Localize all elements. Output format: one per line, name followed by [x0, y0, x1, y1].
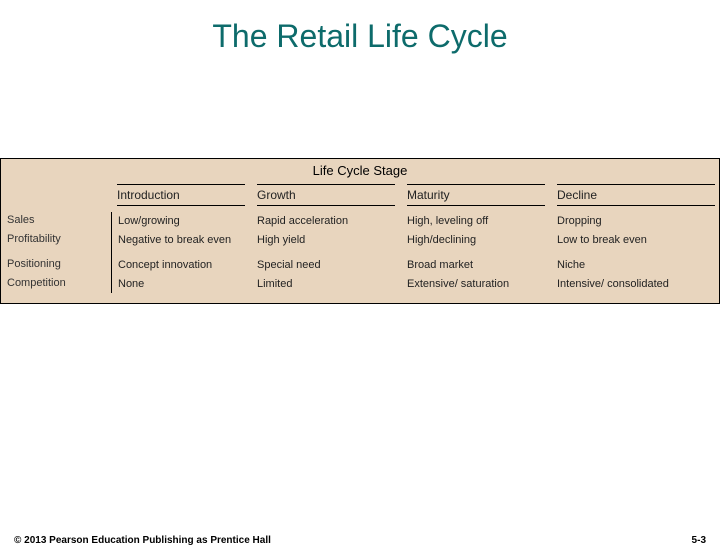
slide-footer: © 2013 Pearson Education Publishing as P…	[14, 535, 706, 546]
lifecycle-table: Life Cycle Stage Introduction Growth Mat…	[0, 158, 720, 304]
table-heading: Life Cycle Stage	[1, 159, 719, 180]
cell-sales-introduction: Low/growing	[111, 212, 251, 231]
col-maturity: Maturity	[401, 180, 551, 210]
cell-positioning-decline: Niche	[551, 256, 720, 275]
page-number: 5-3	[692, 535, 706, 546]
row-label-competition: Competition	[1, 275, 111, 294]
slide-title: The Retail Life Cycle	[0, 18, 720, 55]
cell-competition-growth: Limited	[251, 275, 401, 294]
col-growth: Growth	[251, 180, 401, 210]
table-row: Positioning Concept innovation Special n…	[1, 256, 719, 275]
col-introduction-label: Introduction	[117, 184, 245, 206]
cell-positioning-maturity: Broad market	[401, 256, 551, 275]
cell-profitability-decline: Low to break even	[551, 231, 720, 250]
col-introduction: Introduction	[111, 180, 251, 210]
row-label-sales: Sales	[1, 212, 111, 231]
cell-profitability-growth: High yield	[251, 231, 401, 250]
cell-profitability-introduction: Negative to break even	[111, 231, 251, 250]
col-growth-label: Growth	[257, 184, 395, 206]
cell-positioning-growth: Special need	[251, 256, 401, 275]
cell-sales-decline: Dropping	[551, 212, 720, 231]
cell-competition-maturity: Extensive/ saturation	[401, 275, 551, 294]
cell-competition-decline: Intensive/ consolidated	[551, 275, 720, 294]
table-row: Competition None Limited Extensive/ satu…	[1, 275, 719, 294]
copyright-text: © 2013 Pearson Education Publishing as P…	[14, 535, 271, 546]
row-label-positioning: Positioning	[1, 256, 111, 275]
table-body: Sales Low/growing Rapid acceleration Hig…	[1, 210, 719, 303]
cell-profitability-maturity: High/declining	[401, 231, 551, 250]
cell-positioning-introduction: Concept innovation	[111, 256, 251, 275]
cell-competition-introduction: None	[111, 275, 251, 294]
col-maturity-label: Maturity	[407, 184, 545, 206]
cell-sales-growth: Rapid acceleration	[251, 212, 401, 231]
table-row: Profitability Negative to break even Hig…	[1, 231, 719, 250]
col-decline-label: Decline	[557, 184, 715, 206]
col-decline: Decline	[551, 180, 720, 210]
row-label-profitability: Profitability	[1, 231, 111, 250]
col-spacer	[1, 180, 111, 210]
table-column-headers: Introduction Growth Maturity Decline	[1, 180, 719, 210]
table-row: Sales Low/growing Rapid acceleration Hig…	[1, 212, 719, 231]
cell-sales-maturity: High, leveling off	[401, 212, 551, 231]
